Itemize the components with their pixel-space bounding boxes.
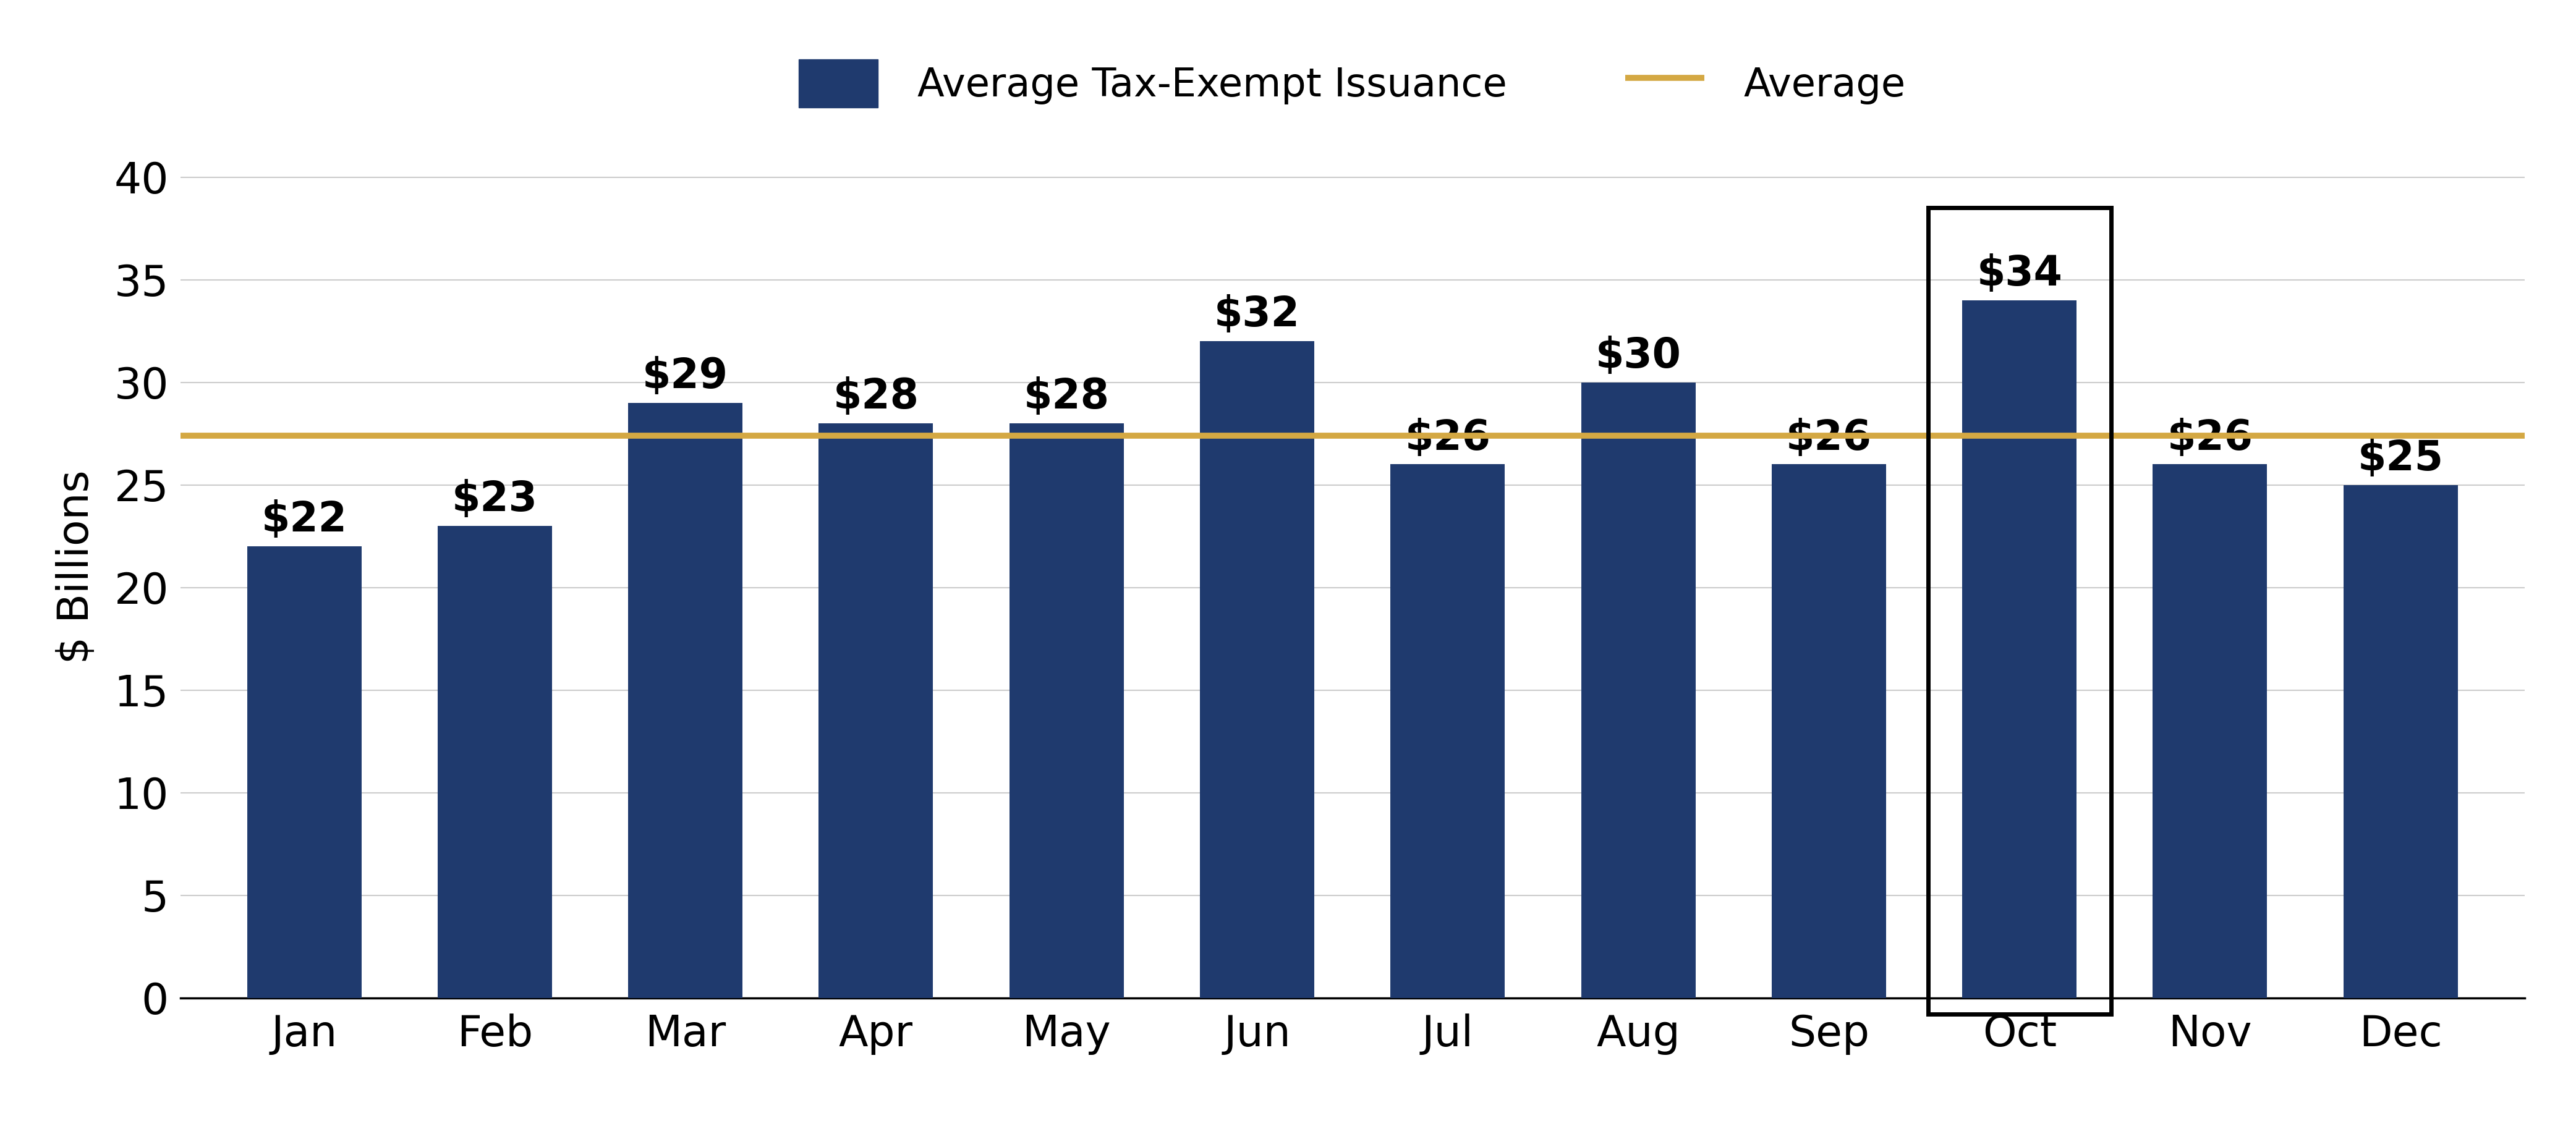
Text: $30: $30 [1595,336,1682,376]
Text: $34: $34 [1976,253,2063,294]
Text: $23: $23 [451,479,538,519]
Text: $25: $25 [2357,438,2445,479]
Bar [247,547,361,998]
Text: $22: $22 [260,500,348,540]
Bar [1582,382,1695,998]
Text: $26: $26 [1785,417,1873,458]
Bar [1200,341,1314,998]
Text: $29: $29 [641,356,729,397]
Text: $26: $26 [1404,417,1492,458]
Text: $32: $32 [1213,295,1301,336]
Legend: Average Tax-Exempt Issuance, Average: Average Tax-Exempt Issuance, Average [783,44,1922,124]
Bar [819,423,933,998]
Bar [2154,465,2267,998]
Bar [1772,465,1886,998]
Bar [629,403,742,998]
Bar [2344,485,2458,998]
Bar [1963,301,2076,998]
Bar [1010,423,1123,998]
Text: $28: $28 [1023,376,1110,417]
Text: $26: $26 [2166,417,2254,458]
Y-axis label: $ Billions: $ Billions [57,471,98,663]
Bar [1391,465,1504,998]
Text: $28: $28 [832,376,920,417]
Bar [438,526,551,998]
